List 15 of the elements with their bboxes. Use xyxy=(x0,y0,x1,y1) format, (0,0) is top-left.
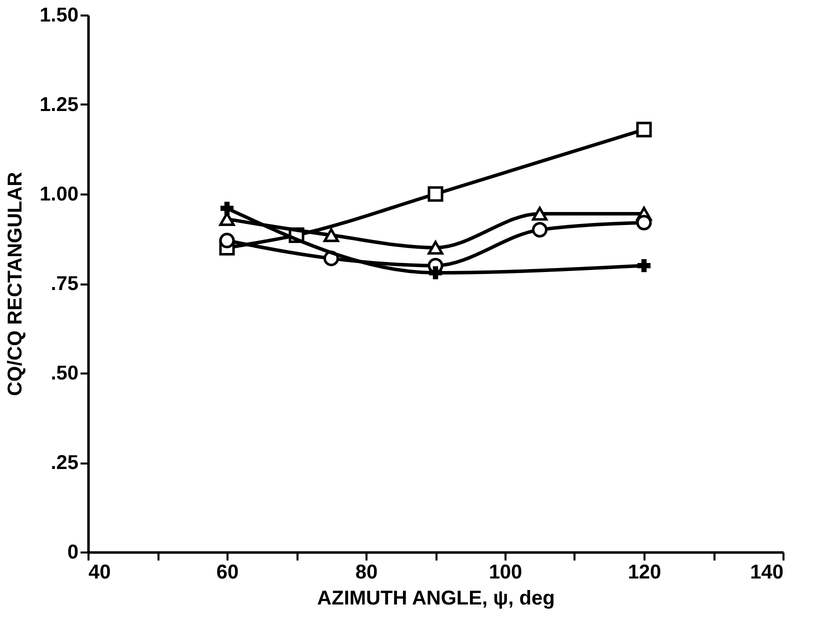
y-tick-label: .75 xyxy=(50,273,78,295)
y-tick-label: .25 xyxy=(50,452,78,474)
x-axis-title: AZIMUTH ANGLE, ψ, deg xyxy=(317,588,555,610)
x-tick-label: 100 xyxy=(488,562,522,584)
x-tick-label: 120 xyxy=(628,562,662,584)
x-tick-label: 140 xyxy=(750,562,784,584)
x-tick-label: 80 xyxy=(355,562,378,584)
y-tick-label: 1.50 xyxy=(40,4,78,26)
x-tick-label: 60 xyxy=(216,562,239,584)
x-tick-label: 40 xyxy=(88,562,111,584)
y-tick-label: .50 xyxy=(50,362,78,384)
y-tick-label: 0 xyxy=(67,542,78,564)
y-axis-title: CQ/CQ RECTANGULAR xyxy=(4,171,27,396)
y-tick-label: 1.25 xyxy=(40,94,78,116)
y-tick-label: 1.00 xyxy=(40,184,78,206)
